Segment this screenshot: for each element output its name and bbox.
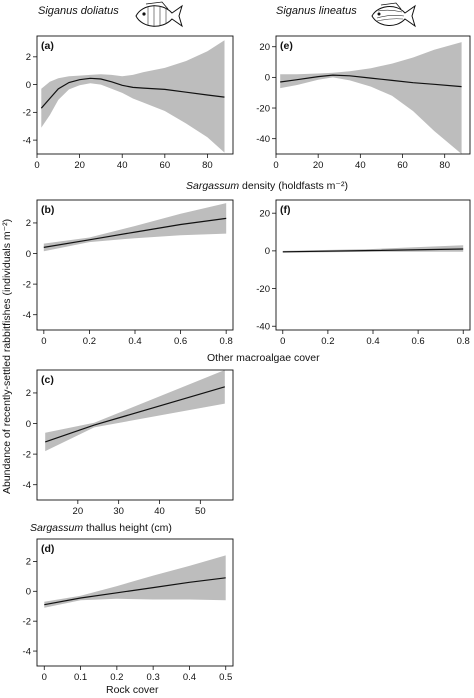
fish-icon <box>371 2 416 28</box>
x-tick-label-b: 0.2 <box>83 336 96 347</box>
y-tick-label-d: 2 <box>26 557 31 568</box>
fit-line-b <box>43 217 227 248</box>
xlabel-sargassum-density: Sargassum density (holdfasts m⁻²) <box>186 180 348 192</box>
x-tick-label-c: 30 <box>113 506 124 517</box>
x-tick-label-d: 0 <box>42 672 47 683</box>
x-tick-label-a: 60 <box>160 160 171 171</box>
x-tick-label-a: 40 <box>117 160 128 171</box>
y-tick-label-f: -20 <box>256 284 270 295</box>
y-tick-label-f: 20 <box>259 208 270 219</box>
y-tick-label-a: 2 <box>26 52 31 63</box>
species-title-lineatus: Siganus lineatus <box>276 5 357 17</box>
confidence-band-e <box>280 42 462 154</box>
panel-label-f: (f) <box>280 204 291 216</box>
x-tick-label-d: 0.4 <box>183 672 196 683</box>
y-tick-label-c: -2 <box>23 449 31 460</box>
y-tick-label-d: 0 <box>26 587 31 598</box>
x-tick-label-b: 0.6 <box>174 336 187 347</box>
y-tick-label-e: -20 <box>256 103 270 114</box>
x-tick-label-e: 0 <box>273 160 278 171</box>
y-tick-label-f: 0 <box>265 246 270 257</box>
y-tick-label-b: 0 <box>26 249 31 260</box>
x-tick-label-f: 0.8 <box>457 336 470 347</box>
fit-line-d <box>44 577 226 606</box>
confidence-band-b <box>43 203 227 252</box>
x-tick-label-a: 0 <box>34 160 39 171</box>
x-tick-label-b: 0.4 <box>128 336 141 347</box>
panel-label-b: (b) <box>41 204 54 216</box>
y-tick-label-a: -4 <box>23 135 31 146</box>
x-tick-label-e: 20 <box>313 160 324 171</box>
y-tick-label-e: 20 <box>259 42 270 53</box>
y-tick-label-d: -2 <box>23 616 31 627</box>
xlabel-thallus-height: Sargassum thallus height (cm) <box>30 522 172 534</box>
x-tick-label-f: 0 <box>280 336 285 347</box>
confidence-band-d <box>44 555 226 608</box>
ylabel-abundance: Abundance of recently-settled rabbitfish… <box>1 218 13 494</box>
y-tick-label-d: -4 <box>23 646 31 657</box>
confidence-band-a <box>41 40 225 153</box>
xlabel-rock-cover: Rock cover <box>106 684 159 696</box>
x-tick-label-f: 0.2 <box>321 336 334 347</box>
x-tick-label-a: 20 <box>74 160 85 171</box>
panel-frame-e <box>275 35 471 155</box>
panel-label-d: (d) <box>41 543 54 555</box>
panel-label-e: (e) <box>280 40 293 52</box>
x-tick-label-d: 0.2 <box>110 672 123 683</box>
y-tick-label-e: -40 <box>256 134 270 145</box>
y-tick-label-f: -40 <box>256 322 270 333</box>
panel-frame-c <box>36 369 234 501</box>
y-tick-label-b: -4 <box>23 310 31 321</box>
panel-label-c: (c) <box>41 374 54 386</box>
y-tick-label-e: 0 <box>265 73 270 84</box>
x-tick-label-e: 80 <box>439 160 450 171</box>
x-tick-label-d: 0.3 <box>147 672 160 683</box>
fish-icon <box>135 1 183 28</box>
x-tick-label-b: 0.8 <box>220 336 233 347</box>
x-tick-label-c: 40 <box>154 506 165 517</box>
panel-frame-a <box>36 35 234 155</box>
fit-line-c <box>45 386 225 443</box>
x-tick-label-b: 0 <box>41 336 46 347</box>
xlabel-macroalgae: Other macroalgae cover <box>207 352 320 364</box>
y-tick-label-c: 0 <box>26 419 31 430</box>
x-tick-label-d: 0.5 <box>219 672 232 683</box>
y-tick-label-c: -4 <box>23 480 31 491</box>
x-tick-label-d: 0.1 <box>74 672 87 683</box>
y-tick-label-a: -2 <box>23 108 31 119</box>
x-tick-label-c: 50 <box>195 506 206 517</box>
y-tick-label-b: 2 <box>26 218 31 229</box>
confidence-band-c <box>45 370 225 452</box>
panel-frame-f <box>275 199 471 331</box>
x-tick-label-e: 60 <box>397 160 408 171</box>
fit-line-f <box>282 248 464 253</box>
x-tick-label-f: 0.6 <box>412 336 425 347</box>
y-tick-label-c: 2 <box>26 388 31 399</box>
x-tick-label-c: 20 <box>73 506 84 517</box>
fit-line-e <box>280 74 462 88</box>
y-tick-label-a: 0 <box>26 80 31 91</box>
fit-line-a <box>40 77 225 109</box>
x-tick-label-a: 80 <box>202 160 213 171</box>
panel-frame-d <box>36 538 234 667</box>
x-tick-label-f: 0.4 <box>366 336 379 347</box>
x-tick-label-e: 40 <box>355 160 366 171</box>
y-tick-label-b: -2 <box>23 279 31 290</box>
panel-label-a: (a) <box>41 40 54 52</box>
species-title-doliatus: Siganus doliatus <box>38 5 119 17</box>
